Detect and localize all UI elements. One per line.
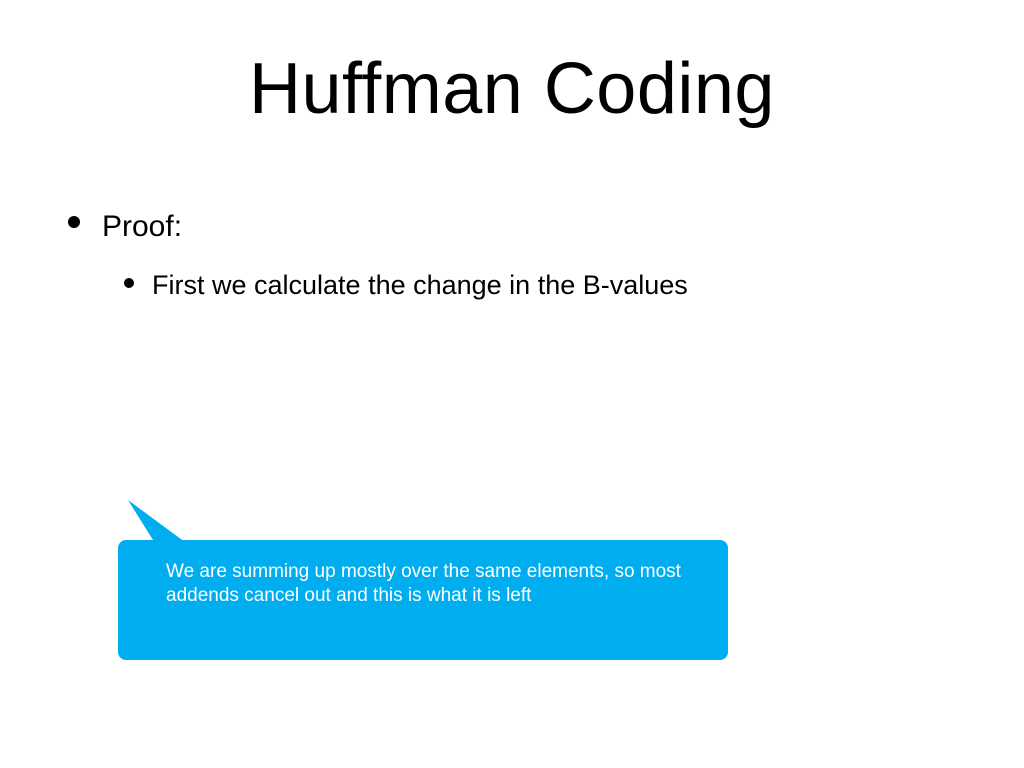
bullet-dot-icon: [68, 216, 80, 228]
slide: Huffman Coding Proof: First we calculate…: [0, 0, 1024, 768]
bullet-level-2-text: First we calculate the change in the B-v…: [152, 270, 688, 301]
callout-bubble: We are summing up mostly over the same e…: [118, 500, 728, 660]
bullet-level-2: First we calculate the change in the B-v…: [124, 270, 688, 301]
slide-title: Huffman Coding: [0, 48, 1024, 130]
bullet-dot-icon: [124, 278, 134, 288]
bullet-level-1: Proof:: [68, 210, 182, 244]
bullet-level-1-text: Proof:: [102, 210, 182, 244]
callout-text: We are summing up mostly over the same e…: [166, 560, 706, 608]
